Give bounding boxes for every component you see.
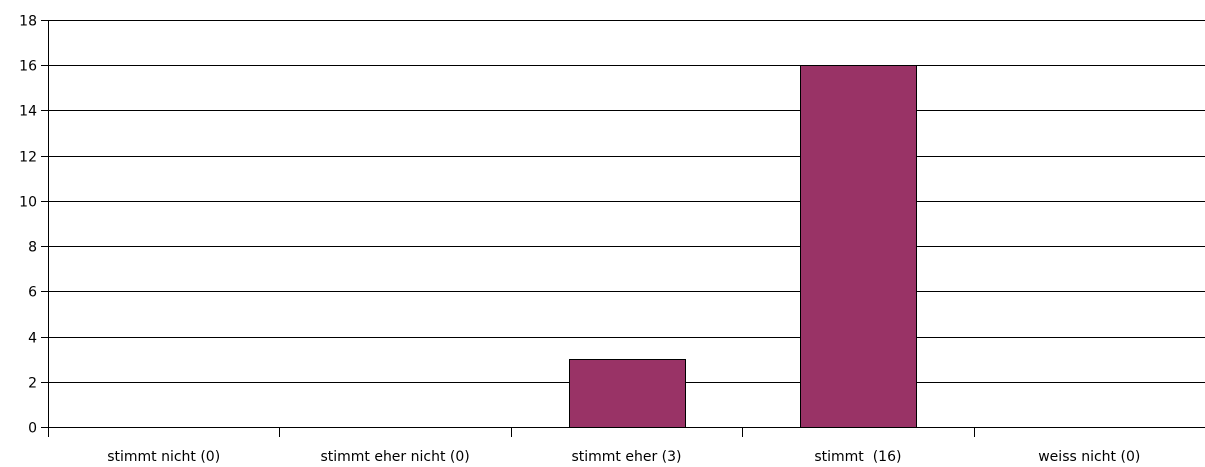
x-category-label: stimmt eher (3)	[571, 449, 681, 465]
x-category-label: stimmt (16)	[814, 449, 901, 465]
x-category-labels: stimmt nicht (0) stimmt eher nicht (0) sti…	[107, 449, 1140, 465]
bar-3	[800, 65, 917, 428]
y-tick-label: 12	[19, 150, 37, 166]
y-tick-label: 0	[28, 421, 37, 437]
gridlines	[48, 20, 1205, 383]
y-tick-label: 2	[28, 376, 37, 392]
y-tick-label: 16	[19, 59, 37, 75]
x-category-label: stimmt nicht (0)	[107, 449, 220, 465]
bar-2	[569, 359, 686, 428]
y-tick-label: 8	[28, 240, 37, 256]
axes	[41, 20, 1205, 437]
y-tick-labels: 0 2 4 6 8 10 12 14 16 18	[19, 14, 37, 437]
y-tick-label: 10	[19, 195, 37, 211]
y-tick-label: 18	[19, 14, 37, 30]
y-tick-label: 14	[19, 104, 37, 120]
x-category-label: weiss nicht (0)	[1038, 449, 1140, 465]
y-tick-label: 6	[28, 285, 37, 301]
x-category-label: stimmt eher nicht (0)	[320, 449, 469, 465]
bars	[569, 65, 917, 428]
y-tick-label: 4	[28, 331, 37, 347]
